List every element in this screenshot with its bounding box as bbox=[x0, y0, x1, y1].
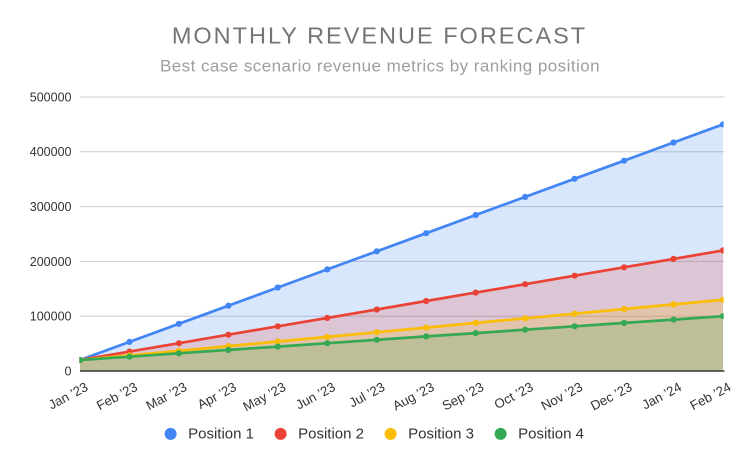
svg-text:100000: 100000 bbox=[30, 310, 72, 324]
svg-text:Feb ’24: Feb ’24 bbox=[688, 379, 734, 413]
svg-text:May ’23: May ’23 bbox=[240, 379, 288, 414]
svg-text:Aug ’23: Aug ’23 bbox=[390, 379, 437, 413]
svg-text:200000: 200000 bbox=[30, 255, 72, 269]
svg-text:Position 2: Position 2 bbox=[298, 425, 364, 442]
svg-text:Dec ’23: Dec ’23 bbox=[588, 379, 635, 413]
svg-text:MONTHLY REVENUE FORECAST: MONTHLY REVENUE FORECAST bbox=[172, 23, 587, 49]
svg-text:Position 1: Position 1 bbox=[188, 425, 254, 442]
svg-text:400000: 400000 bbox=[30, 145, 72, 159]
svg-text:0: 0 bbox=[65, 364, 72, 378]
svg-text:Position 3: Position 3 bbox=[408, 425, 474, 442]
svg-text:Jul ’23: Jul ’23 bbox=[347, 379, 388, 410]
svg-text:Apr ’23: Apr ’23 bbox=[195, 379, 239, 412]
svg-text:Best case scenario revenue met: Best case scenario revenue metrics by ra… bbox=[160, 57, 600, 76]
svg-text:Jun ’23: Jun ’23 bbox=[293, 379, 338, 412]
svg-text:Oct ’23: Oct ’23 bbox=[492, 379, 536, 412]
svg-text:Mar ’23: Mar ’23 bbox=[143, 379, 189, 413]
svg-text:300000: 300000 bbox=[30, 200, 72, 214]
svg-text:Sep ’23: Sep ’23 bbox=[440, 379, 487, 413]
svg-text:500000: 500000 bbox=[30, 90, 72, 104]
svg-text:Feb ’23: Feb ’23 bbox=[94, 379, 140, 413]
svg-text:Position 4: Position 4 bbox=[518, 425, 584, 442]
svg-text:Jan ’23: Jan ’23 bbox=[46, 379, 91, 412]
svg-text:Jan ’24: Jan ’24 bbox=[639, 379, 684, 412]
svg-text:Nov ’23: Nov ’23 bbox=[538, 379, 585, 413]
